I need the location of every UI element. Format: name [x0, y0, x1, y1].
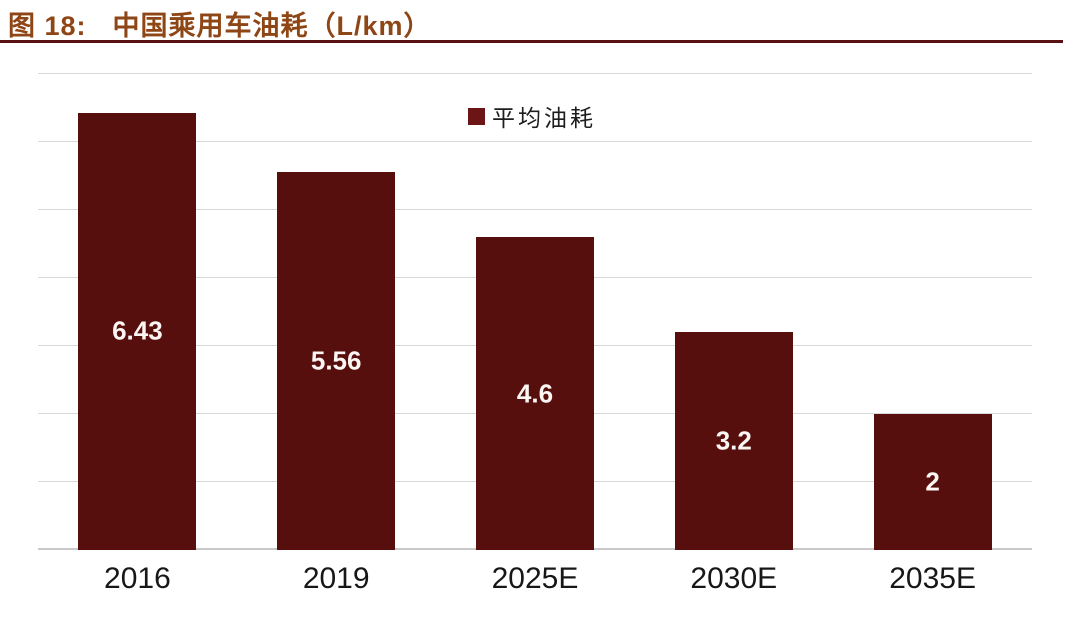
- title-divider: [0, 40, 1063, 43]
- figure-title: 中国乘用车油耗（L/km）: [112, 11, 432, 41]
- bar-2030E: 3.2: [674, 332, 793, 550]
- x-axis-label: 2035E: [889, 562, 976, 595]
- bar-2025E: 4.6: [476, 237, 594, 550]
- legend-label: 平均油耗: [492, 105, 596, 131]
- gridline: [38, 209, 1032, 210]
- bar-value-label: 5.56: [310, 345, 362, 376]
- x-axis-label: 2025E: [491, 562, 579, 595]
- x-axis-label: 2016: [104, 562, 171, 595]
- bar-value-label: 2: [925, 466, 940, 497]
- gridline: [38, 73, 1032, 74]
- bar-value-label: 3.2: [715, 425, 752, 456]
- figure-number-label: 图 18:: [8, 11, 87, 41]
- bar-value-label: 6.43: [112, 315, 163, 346]
- plot-area: 平均油耗 6.43 2016 5.56 2019 4.6 2025E 3.2 2030E 2 20…: [38, 73, 1032, 595]
- x-axis-label: 2019: [302, 562, 370, 595]
- bar-2019: 5.56: [277, 171, 396, 550]
- figure-header: 图 18: 中国乘用车油耗（L/km）: [8, 4, 432, 43]
- bar-2035E: 2: [873, 414, 992, 550]
- bar-value-label: 4.6: [516, 378, 554, 409]
- gridline: [38, 141, 1032, 142]
- bar-2016: 6.43: [78, 112, 197, 550]
- legend-swatch-icon: [468, 107, 485, 125]
- x-axis-label: 2030E: [690, 562, 778, 595]
- chart-legend: 平均油耗: [468, 99, 596, 133]
